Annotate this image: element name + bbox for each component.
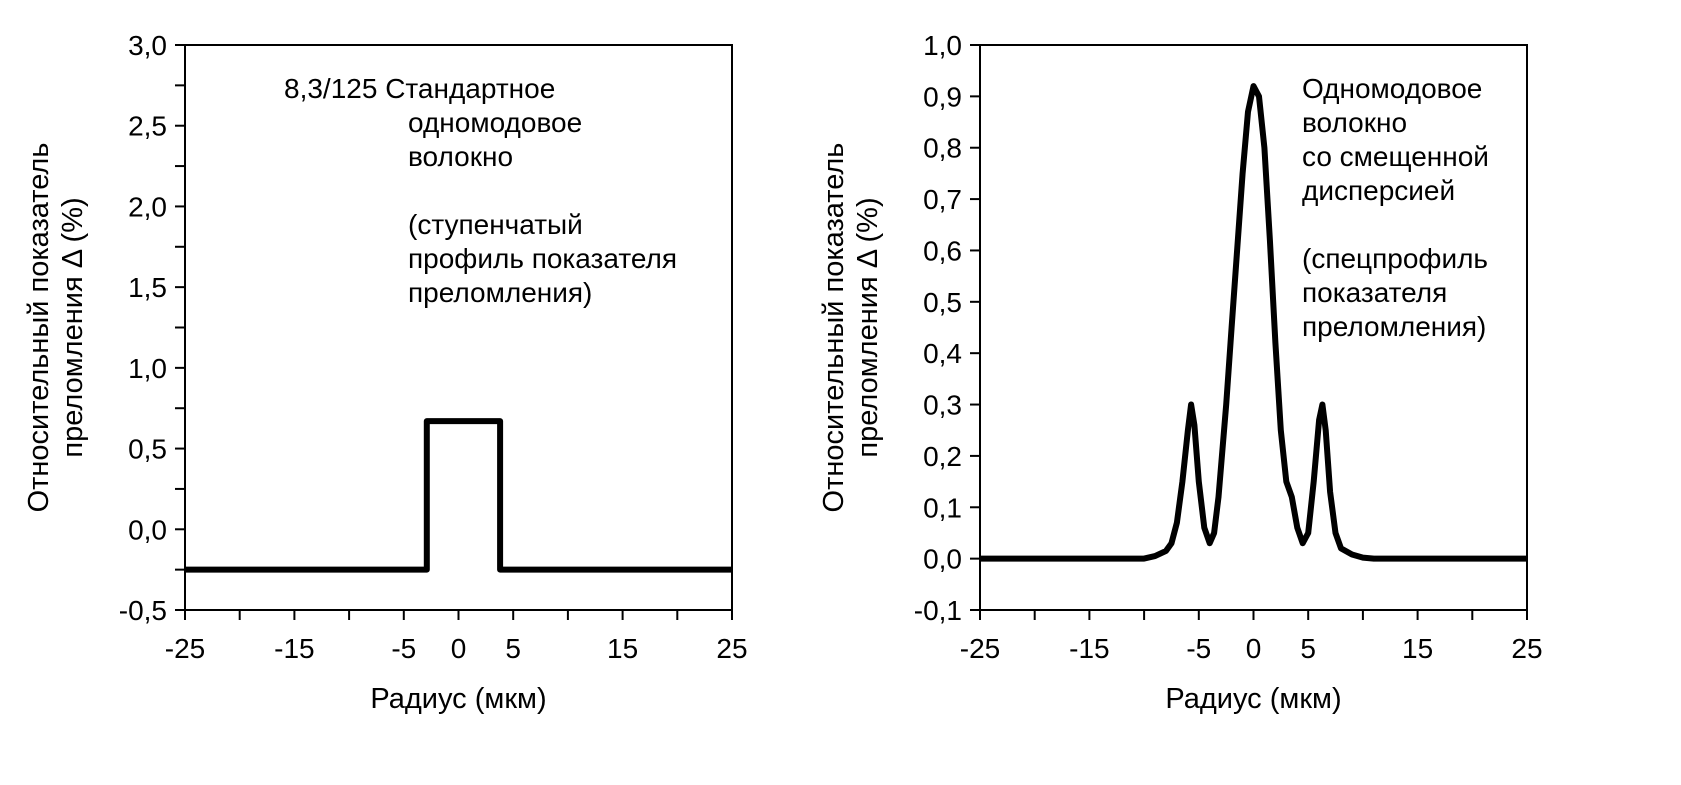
annotation-line: одномодовое	[408, 107, 582, 138]
y-tick-label: 0,6	[923, 235, 962, 266]
y-tick-label: 0,9	[923, 81, 962, 112]
x-tick-label: 5	[1300, 633, 1316, 664]
y-tick-label: 0,0	[128, 514, 167, 545]
y-tick-label: 2,5	[128, 111, 167, 142]
chart-right: 1,0 0,9 0,8 0,7 0,6 0,5 0,4 0,3 0,2 0,1 0,0 -0,1 -25…	[818, 30, 1543, 715]
x-tick-label: -25	[960, 633, 1000, 664]
y-tick-label: 0,8	[923, 133, 962, 164]
y-tick-label: 0,5	[128, 434, 167, 465]
y-axis-label-line: Относительный показатель	[818, 143, 850, 513]
series-line	[980, 83, 1527, 562]
x-tick-label: -5	[1186, 633, 1211, 664]
annotation-line: показателя	[1302, 277, 1447, 308]
x-tick-label: 25	[716, 633, 747, 664]
annotation-line: (спецпрофиль	[1302, 243, 1488, 274]
y-tick-label: 2,0	[128, 191, 167, 222]
annotation-line: профиль показателя	[408, 243, 677, 274]
y-tick-label: 1,0	[128, 353, 167, 384]
y-tick-label: 1,5	[128, 272, 167, 303]
y-tick-label: 0,3	[923, 390, 962, 421]
x-tick-label: -15	[274, 633, 314, 664]
y-tick-label: -0,1	[914, 595, 962, 626]
y-tick-label: 0,0	[923, 544, 962, 575]
y-tick-label: 0,5	[923, 287, 962, 318]
x-tick-label: -15	[1069, 633, 1109, 664]
annotation-line: 8,3/125 Стандартное	[284, 73, 555, 104]
x-tick-label: 15	[607, 633, 638, 664]
annotation-line: волокно	[1302, 107, 1407, 138]
x-tick-label: 0	[451, 633, 467, 664]
x-tick-label: -5	[391, 633, 416, 664]
y-tick-label: 0,4	[923, 338, 962, 369]
annotation-line: преломления)	[408, 277, 592, 308]
annotation-line: со смещенной	[1302, 141, 1489, 172]
x-tick-label: 5	[505, 633, 521, 664]
annotation-line: волокно	[408, 141, 513, 172]
y-tick-label: 3,0	[128, 30, 167, 61]
chart-left: 3,0 2,5 2,0 1,5 1,0 0,5 0,0 -0,5 -25 -15 -5 0 5 15 25 Р…	[23, 30, 748, 715]
x-tick-label: 15	[1402, 633, 1433, 664]
x-axis-label: Радиус (мкм)	[1165, 683, 1341, 715]
x-axis-label: Радиус (мкм)	[370, 683, 546, 715]
annotation-line: дисперсией	[1302, 175, 1455, 206]
annotation-line: Одномодовое	[1302, 73, 1482, 104]
annotation-line: преломления)	[1302, 311, 1486, 342]
y-tick-label: 0,7	[923, 184, 962, 215]
x-tick-label: -25	[165, 633, 205, 664]
y-axis-label-line: Относительный показатель	[23, 143, 55, 513]
y-tick-label: 0,1	[923, 492, 962, 523]
y-tick-label: 1,0	[923, 30, 962, 61]
y-tick-label: 0,2	[923, 441, 962, 472]
y-axis-label-line: преломления Δ (%)	[57, 197, 89, 457]
series-line	[185, 418, 732, 573]
annotation-line: (ступенчатый	[408, 209, 583, 240]
y-axis-label-line: преломления Δ (%)	[852, 197, 884, 457]
x-tick-label: 25	[1511, 633, 1542, 664]
x-tick-label: 0	[1246, 633, 1262, 664]
y-tick-label: -0,5	[119, 595, 167, 626]
